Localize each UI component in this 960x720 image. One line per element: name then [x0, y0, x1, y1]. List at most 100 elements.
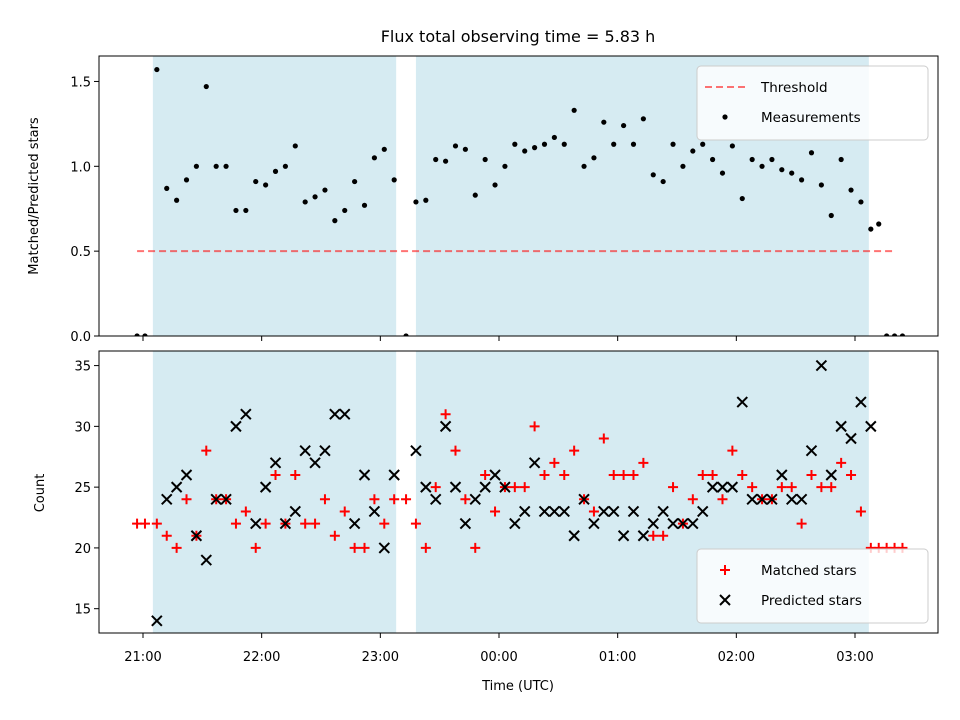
measurement-point — [164, 185, 170, 191]
matched-stars-point — [648, 530, 659, 541]
measurement-point — [561, 141, 567, 147]
matched-stars-point — [319, 494, 330, 505]
predicted-stars-point — [279, 517, 292, 530]
predicted-stars-point — [845, 432, 857, 445]
matched-stars-point — [628, 469, 639, 480]
matched-stars-point — [310, 518, 321, 529]
y-tick-label: 20 — [74, 542, 91, 557]
measurement-point — [371, 155, 377, 161]
measurement-point — [719, 170, 726, 176]
predicted-stars-point — [865, 420, 877, 433]
matched-stars-point — [440, 409, 451, 420]
x-tick-label: 03:00 — [836, 650, 873, 665]
predicted-stars-point — [210, 493, 222, 506]
predicted-stars-point — [410, 444, 422, 457]
matched-stars-point — [430, 482, 441, 493]
predicted-stars-point — [250, 517, 262, 530]
matched-stars-point — [401, 494, 412, 505]
measurement-point — [710, 156, 716, 163]
predicted-stars-point — [538, 505, 551, 518]
predicted-stars-point — [479, 481, 491, 493]
measurement-point — [601, 119, 607, 125]
predicted-stars-point — [548, 505, 561, 518]
predicted-stars-point — [339, 408, 351, 420]
measurement-point — [640, 116, 646, 122]
predicted-stars-point — [170, 481, 183, 493]
matched-stars-point — [201, 445, 212, 456]
matched-stars-point — [855, 506, 866, 517]
measurement-point — [779, 167, 785, 173]
predicted-stars-point — [499, 481, 511, 493]
measurement-point — [193, 163, 199, 169]
matched-stars-point — [826, 482, 837, 493]
legend: Threshold Measurements — [696, 65, 929, 141]
predicted-stars-point — [388, 469, 400, 481]
legend-label: Matched stars — [761, 563, 857, 579]
predicted-stars-point — [568, 530, 580, 542]
measurement-point — [263, 182, 269, 188]
predicted-stars-point — [637, 530, 650, 542]
measurement-point — [183, 177, 190, 183]
matched-stars-point — [470, 542, 481, 553]
predicted-stars-point — [746, 493, 758, 506]
matched-stars-point — [697, 469, 708, 480]
measurement-point — [381, 146, 387, 152]
legend: Matched stars Predicted stars — [696, 548, 929, 624]
predicted-stars-point — [558, 505, 570, 518]
predicted-stars-point — [825, 469, 837, 481]
measurement-point — [492, 182, 498, 188]
matched-stars-point — [450, 445, 461, 456]
y-tick-label: 1.0 — [70, 160, 91, 175]
measurement-point — [154, 66, 160, 73]
legend-matched-swatch — [720, 565, 730, 575]
axes-frame — [98, 55, 939, 337]
x-axis-label: Time (UTC) — [481, 679, 554, 694]
predicted-stars-point — [598, 505, 610, 518]
y-tick-label: 1.5 — [70, 75, 91, 90]
predicted-stars-point — [200, 554, 212, 566]
matched-stars-point — [240, 506, 251, 517]
predicted-stars-point — [319, 444, 331, 457]
matched-stars-point — [369, 494, 380, 505]
matched-stars-point — [638, 457, 649, 468]
measurement-point — [223, 163, 229, 169]
measurement-point — [462, 146, 468, 152]
matched-stars-point — [359, 542, 370, 553]
legend-label: Measurements — [761, 110, 861, 126]
measurement-point — [838, 156, 844, 163]
predicted-stars-point — [786, 493, 798, 506]
measurement-point — [680, 163, 686, 169]
matched-stars-point — [549, 457, 560, 468]
predicted-stars-point — [269, 457, 282, 469]
predicted-stars-point — [667, 517, 679, 530]
predicted-stars-point — [230, 420, 242, 433]
legend-box — [696, 65, 929, 141]
measurement-point — [142, 333, 148, 336]
measurement-point — [808, 150, 815, 156]
matched-stars-point — [250, 542, 261, 553]
measurement-point — [502, 163, 508, 169]
matched-stars-point — [420, 542, 431, 553]
matched-stars-point — [668, 482, 679, 493]
plot-area — [132, 359, 908, 627]
matched-stars-point — [171, 542, 182, 553]
measurement-point — [749, 156, 755, 163]
predicted-stars-point — [815, 359, 828, 372]
predicted-stars-point — [716, 481, 729, 493]
predicted-stars-point — [608, 505, 620, 518]
bottom-panel: 15 20 25 30 35 21:00 22:00 23:00 00:00 01:00 02:00… — [74, 350, 939, 665]
predicted-stars-point — [161, 493, 173, 506]
measurement-point — [868, 226, 874, 232]
measurement-point — [621, 122, 627, 129]
measurement-point — [302, 199, 308, 205]
measurement-point — [332, 218, 338, 224]
measurement-point — [799, 177, 805, 183]
measurement-point — [292, 143, 298, 149]
y-tick-label: 35 — [74, 360, 91, 375]
predicted-stars-point — [627, 505, 640, 518]
x-tick-label: 00:00 — [480, 650, 517, 665]
matched-stars-point — [747, 482, 758, 493]
predicted-stars-point — [835, 420, 847, 433]
matched-stars-point — [230, 518, 241, 529]
